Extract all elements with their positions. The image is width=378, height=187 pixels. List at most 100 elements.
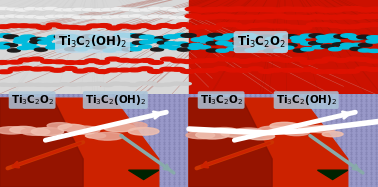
Circle shape	[36, 26, 51, 30]
Circle shape	[122, 48, 135, 51]
Circle shape	[327, 8, 344, 12]
Circle shape	[76, 83, 88, 86]
Circle shape	[63, 61, 78, 65]
Circle shape	[308, 7, 325, 11]
Circle shape	[309, 34, 324, 38]
Circle shape	[270, 8, 286, 12]
Circle shape	[83, 68, 98, 72]
Circle shape	[214, 7, 230, 11]
Circle shape	[46, 46, 59, 49]
Polygon shape	[129, 170, 159, 180]
Circle shape	[81, 15, 97, 19]
Circle shape	[241, 15, 257, 19]
Circle shape	[0, 15, 11, 19]
Circle shape	[136, 82, 148, 85]
Circle shape	[270, 122, 299, 130]
Circle shape	[54, 45, 67, 48]
Circle shape	[116, 24, 132, 28]
Circle shape	[274, 49, 287, 52]
Circle shape	[22, 43, 36, 46]
Circle shape	[34, 7, 51, 11]
Circle shape	[153, 83, 165, 86]
Circle shape	[281, 15, 297, 19]
Circle shape	[71, 7, 88, 11]
Circle shape	[72, 41, 86, 45]
Circle shape	[277, 24, 292, 28]
Circle shape	[216, 41, 229, 45]
Circle shape	[73, 69, 88, 73]
Circle shape	[0, 70, 12, 74]
Circle shape	[160, 67, 175, 71]
Circle shape	[339, 46, 352, 49]
Circle shape	[62, 8, 78, 12]
Circle shape	[203, 69, 218, 72]
Circle shape	[8, 67, 23, 71]
Circle shape	[345, 57, 361, 61]
Circle shape	[181, 44, 195, 47]
Circle shape	[91, 15, 107, 19]
Circle shape	[126, 25, 141, 29]
Circle shape	[119, 7, 136, 11]
Circle shape	[155, 36, 170, 40]
Circle shape	[84, 83, 96, 86]
Circle shape	[54, 35, 70, 39]
Circle shape	[177, 7, 194, 12]
Circle shape	[54, 8, 70, 12]
Circle shape	[293, 49, 306, 52]
Circle shape	[48, 43, 61, 47]
Circle shape	[128, 128, 159, 135]
Circle shape	[101, 84, 113, 87]
Circle shape	[233, 42, 247, 45]
Circle shape	[114, 33, 129, 37]
Circle shape	[206, 42, 220, 45]
Circle shape	[103, 49, 116, 52]
Circle shape	[252, 7, 268, 11]
Circle shape	[191, 38, 206, 42]
Circle shape	[17, 46, 30, 50]
Circle shape	[66, 25, 81, 29]
Circle shape	[82, 35, 97, 39]
Circle shape	[148, 70, 163, 73]
Circle shape	[164, 35, 179, 39]
Circle shape	[99, 44, 113, 47]
Circle shape	[170, 82, 183, 85]
Circle shape	[334, 70, 349, 73]
Circle shape	[171, 59, 186, 63]
Circle shape	[192, 59, 207, 63]
Circle shape	[300, 61, 315, 64]
Circle shape	[290, 36, 305, 40]
Circle shape	[279, 7, 296, 11]
Polygon shape	[0, 98, 159, 187]
Circle shape	[74, 48, 87, 51]
Circle shape	[270, 14, 287, 18]
Text: Ti$_3$C$_2$(OH)$_2$: Ti$_3$C$_2$(OH)$_2$	[85, 93, 146, 107]
Circle shape	[39, 67, 54, 71]
Circle shape	[246, 133, 274, 140]
Circle shape	[309, 15, 325, 19]
Circle shape	[14, 14, 31, 19]
Circle shape	[139, 8, 156, 12]
Circle shape	[4, 14, 20, 18]
Circle shape	[357, 35, 372, 39]
Circle shape	[248, 35, 263, 39]
Circle shape	[322, 57, 338, 61]
Circle shape	[237, 25, 252, 29]
Circle shape	[264, 49, 277, 52]
Text: Ti$_3$C$_2$(OH)$_2$: Ti$_3$C$_2$(OH)$_2$	[58, 34, 127, 50]
Circle shape	[23, 7, 40, 11]
Circle shape	[301, 68, 316, 71]
Circle shape	[186, 26, 201, 29]
Circle shape	[367, 23, 378, 27]
Circle shape	[241, 33, 256, 37]
Circle shape	[347, 25, 362, 29]
Circle shape	[0, 61, 11, 64]
Circle shape	[197, 25, 212, 29]
Circle shape	[356, 58, 371, 61]
Circle shape	[117, 68, 132, 72]
Circle shape	[365, 14, 378, 19]
Circle shape	[104, 124, 136, 132]
Circle shape	[214, 14, 231, 18]
Circle shape	[0, 46, 9, 49]
Circle shape	[47, 35, 62, 39]
Circle shape	[166, 25, 181, 28]
